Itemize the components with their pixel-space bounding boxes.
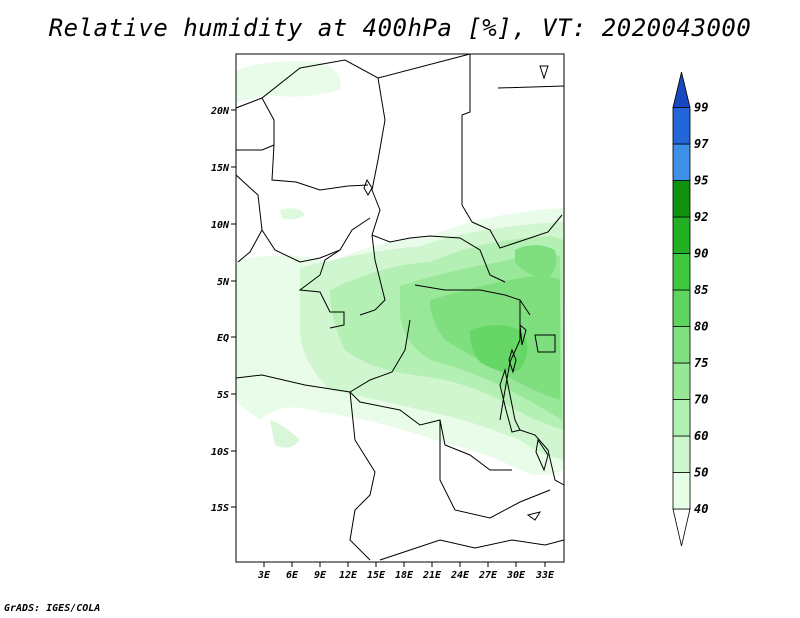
colorbar-segments	[672, 71, 691, 547]
colorbar-label: 99	[694, 101, 708, 115]
colorbar-segment	[672, 289, 691, 327]
lon-label: 6E	[286, 570, 299, 581]
colorbar-label: 75	[694, 356, 708, 370]
humidity-shading	[236, 61, 564, 475]
colorbar-label: 90	[694, 247, 708, 261]
colorbar-segment	[672, 399, 691, 437]
colorbar-label: 40	[694, 502, 708, 516]
colorbar: 40 50 60 70 75 80 85 90 92 95 97 99	[672, 71, 709, 547]
lat-label: 20N	[210, 106, 230, 117]
latitude-ticks	[231, 109, 236, 508]
colorbar-label: 92	[694, 210, 708, 224]
colorbar-segment	[672, 180, 691, 218]
colorbar-label: 97	[694, 137, 709, 151]
lon-label: 18E	[395, 570, 414, 581]
lon-label: 3E	[257, 570, 271, 581]
colorbar-segment	[672, 472, 691, 510]
lon-label: 9E	[314, 570, 327, 581]
colorbar-segment	[672, 326, 691, 364]
colorbar-label: 60	[694, 429, 708, 443]
latitude-labels: 20N 15N 10N 5N EQ 5S 10S 15S	[210, 106, 230, 514]
colorbar-segment	[672, 216, 691, 254]
colorbar-label: 80	[694, 320, 708, 334]
lon-label: 30E	[506, 570, 526, 581]
colorbar-segment	[672, 435, 691, 473]
credit-text: GrADS: IGES/COLA	[4, 603, 101, 614]
lon-label: 24E	[450, 570, 470, 581]
lon-label: 27E	[478, 570, 498, 581]
lon-label: 12E	[339, 570, 358, 581]
colorbar-segment	[672, 71, 691, 108]
longitude-ticks	[263, 562, 546, 567]
lat-label: 15N	[211, 163, 230, 174]
map-title: Relative humidity at 400hPa [%], VT: 202…	[48, 14, 752, 42]
lat-label: 10S	[211, 447, 229, 458]
lat-label: 10N	[211, 220, 230, 231]
colorbar-segment	[672, 362, 691, 400]
lat-label: 5S	[217, 390, 229, 401]
country-borders	[235, 53, 565, 561]
colorbar-label: 85	[694, 283, 708, 297]
lat-label: 15S	[211, 503, 229, 514]
longitude-labels: 3E 6E 9E 12E 15E 18E 21E 24E 27E 30E 33E	[257, 570, 555, 581]
colorbar-segment	[672, 143, 691, 181]
colorbar-labels: 40 50 60 70 75 80 85 90 92 95 97 99	[694, 101, 709, 517]
map-plot	[235, 53, 565, 563]
lon-label: 33E	[535, 570, 555, 581]
lon-label: 15E	[367, 570, 386, 581]
colorbar-segment	[672, 107, 691, 145]
colorbar-label: 95	[694, 174, 708, 188]
colorbar-segment	[672, 508, 691, 547]
colorbar-label: 70	[694, 393, 708, 407]
lakes	[363, 65, 556, 521]
colorbar-segment	[672, 253, 691, 291]
lat-label: EQ	[217, 333, 229, 344]
lon-label: 21E	[422, 570, 442, 581]
lat-label: 5N	[217, 277, 230, 288]
colorbar-label: 50	[694, 466, 708, 480]
